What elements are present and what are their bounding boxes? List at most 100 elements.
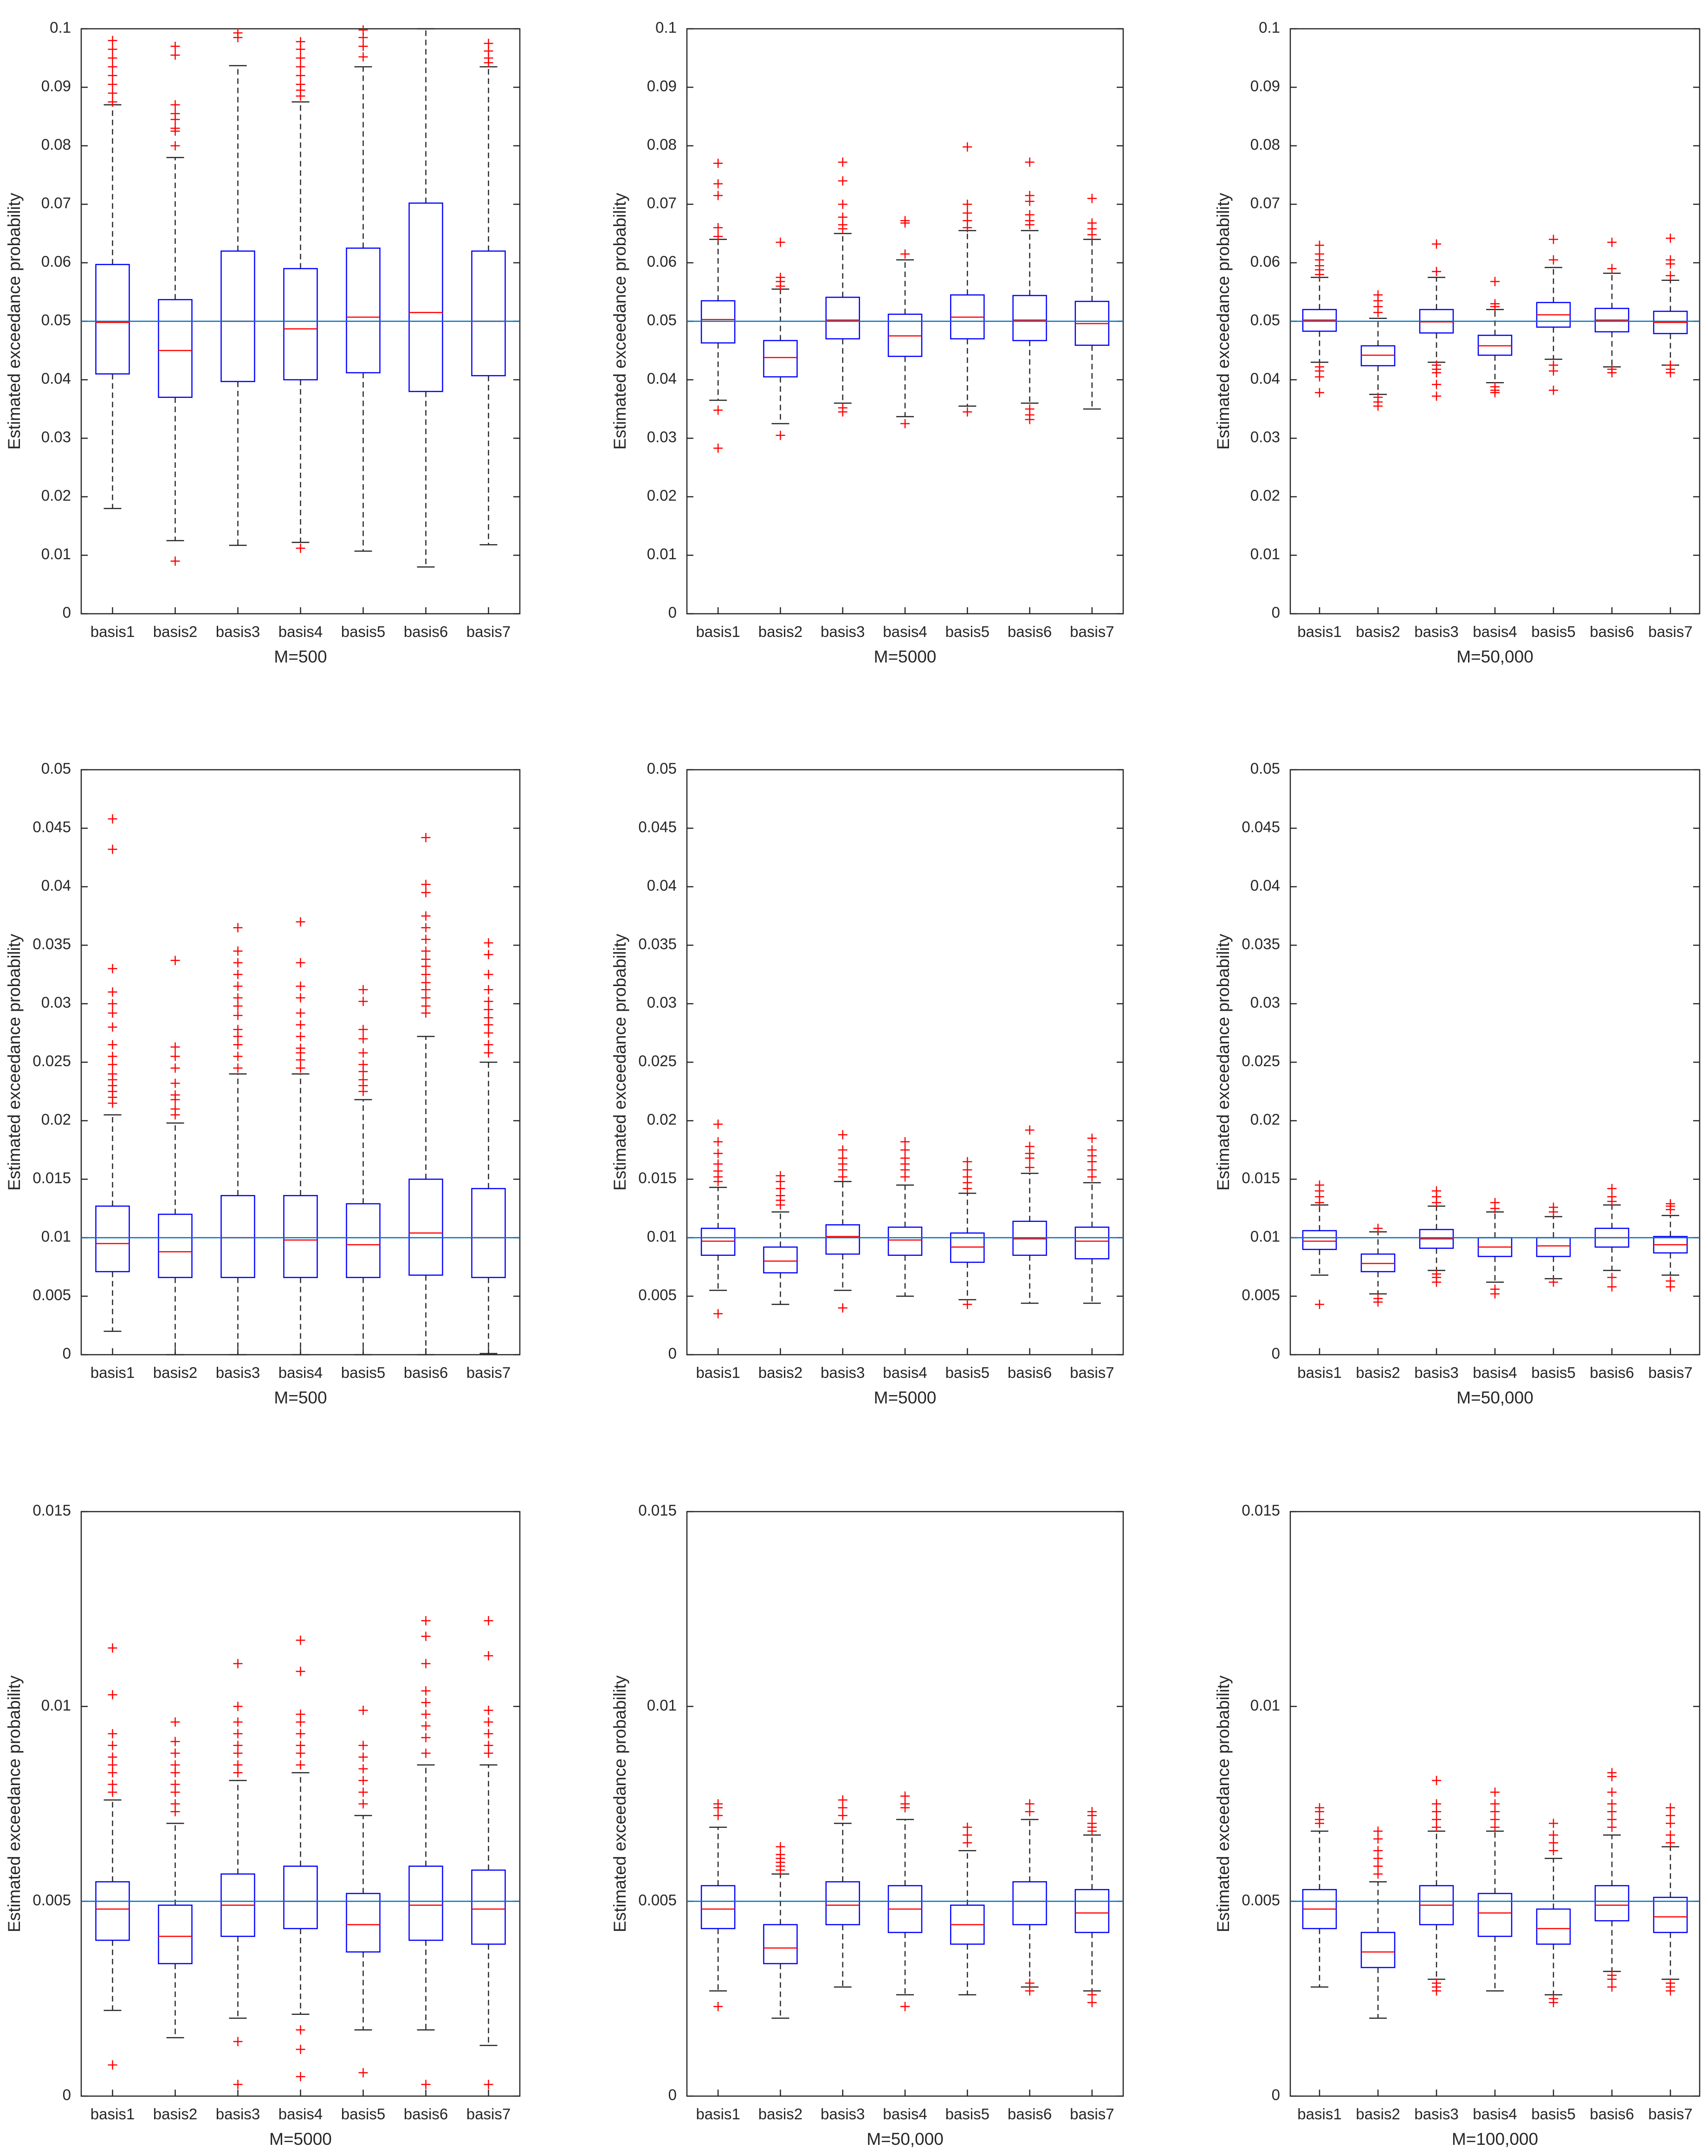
outlier-marker	[838, 1803, 848, 1812]
x-tick-label: basis3	[1414, 623, 1458, 640]
x-tick-label: basis3	[216, 2105, 260, 2123]
y-tick-label: 0.035	[1242, 935, 1280, 953]
outlier-marker	[108, 79, 117, 89]
outlier-marker	[1432, 391, 1441, 401]
y-tick-label: 0.01	[647, 1696, 677, 1714]
chart-panel: 0 0.005 0.01 0.015 basis1 basis2 basis3 basis4 b…	[1214, 1502, 1701, 2149]
y-tick-label: 0.01	[41, 1228, 71, 1245]
outlier-marker	[1373, 392, 1383, 402]
outlier-marker	[484, 1748, 493, 1758]
y-tick-label: 0.015	[1242, 1169, 1280, 1187]
outlier-marker	[1432, 1815, 1441, 1825]
outlier-marker	[170, 556, 180, 566]
outlier-marker	[1087, 1818, 1097, 1828]
outlier-marker	[713, 1119, 723, 1129]
y-tick-label: 0.015	[638, 1502, 677, 1519]
outlier-marker	[358, 1060, 368, 1070]
outlier-marker	[1025, 1807, 1035, 1817]
x-tick-label: basis4	[278, 1364, 323, 1381]
x-axis-label: M=5000	[269, 2130, 332, 2149]
outlier-marker	[1087, 1807, 1097, 1817]
outlier-marker	[233, 1701, 243, 1711]
outlier-marker	[484, 950, 493, 960]
x-tick-label: basis5	[341, 1364, 385, 1381]
box-5	[950, 1157, 985, 1309]
box-4	[887, 216, 923, 429]
outlier-marker	[1549, 1846, 1558, 1856]
outlier-marker	[170, 1717, 180, 1727]
outlier-marker	[233, 2079, 243, 2089]
outlier-marker	[108, 999, 117, 1008]
outlier-marker	[170, 1078, 180, 1088]
box-2	[763, 1842, 798, 2019]
y-tick-label: 0.07	[1250, 195, 1280, 212]
outlier-marker	[108, 1729, 117, 1739]
iqr-box	[346, 1893, 381, 1953]
outlier-marker	[484, 2079, 493, 2089]
outlier-marker	[421, 935, 431, 944]
outlier-marker	[1666, 1276, 1675, 1286]
outlier-marker	[170, 1052, 180, 1061]
outlier-marker	[421, 1698, 431, 1708]
x-tick-label: basis1	[696, 2105, 740, 2123]
outlier-marker	[713, 232, 723, 241]
outlier-marker	[963, 1822, 972, 1832]
y-tick-label: 0.035	[32, 935, 71, 953]
outlier-marker	[1087, 1133, 1097, 1143]
outlier-marker	[108, 1752, 117, 1762]
outlier-marker	[170, 1042, 180, 1052]
iqr-box	[1477, 334, 1513, 356]
x-axis-label: M=5000	[874, 1388, 937, 1407]
outlier-marker	[108, 53, 117, 63]
outlier-marker	[963, 208, 972, 218]
outlier-marker	[296, 993, 305, 1003]
outlier-marker	[108, 987, 117, 997]
x-tick-label: basis5	[945, 623, 990, 640]
box-3	[220, 923, 255, 1356]
outlier-marker	[108, 2060, 117, 2070]
y-tick-label: 0.005	[1242, 1891, 1280, 1909]
outlier-marker	[1025, 1125, 1035, 1135]
y-tick-label: 0.01	[1250, 1228, 1280, 1245]
outlier-marker	[1490, 1799, 1500, 1809]
box-4	[283, 37, 318, 553]
outlier-marker	[1087, 1990, 1097, 2000]
outlier-marker	[358, 2068, 368, 2078]
outlier-marker	[296, 1043, 305, 1053]
iqr-box	[220, 250, 255, 383]
outlier-marker	[713, 405, 723, 415]
outlier-marker	[963, 1299, 972, 1309]
box-1	[1302, 240, 1337, 397]
outlier-marker	[1432, 1776, 1441, 1786]
y-tick-label: 0.045	[1242, 818, 1280, 836]
y-tick-label: 0.02	[647, 1111, 677, 1128]
outlier-marker	[713, 1159, 723, 1169]
outlier-marker	[170, 123, 180, 133]
outlier-marker	[108, 1060, 117, 1070]
outlier-marker	[1490, 277, 1500, 286]
y-tick-label: 0	[1272, 2086, 1280, 2104]
outlier-marker	[108, 97, 117, 107]
y-tick-label: 0	[1272, 1345, 1280, 1362]
outlier-marker	[296, 62, 305, 71]
y-tick-label: 0.02	[1250, 487, 1280, 504]
outlier-marker	[421, 1616, 431, 1626]
y-tick-label: 0.01	[647, 1228, 677, 1245]
outlier-marker	[1315, 1803, 1324, 1812]
outlier-marker	[421, 1733, 431, 1742]
axes-frame	[80, 1511, 521, 2097]
outlier-marker	[1025, 404, 1035, 414]
box-6	[408, 1616, 443, 2089]
outlier-marker	[1607, 237, 1617, 247]
outlier-marker	[713, 223, 723, 233]
outlier-marker	[108, 1760, 117, 1770]
outlier-marker	[170, 41, 180, 51]
box-2	[763, 1171, 798, 1305]
outlier-marker	[296, 71, 305, 80]
outlier-marker	[108, 1779, 117, 1789]
x-tick-label: basis5	[945, 1364, 990, 1381]
x-axis-label: M=50,000	[1456, 647, 1533, 666]
iqr-box	[283, 268, 318, 381]
x-tick-label: basis6	[1008, 623, 1052, 640]
y-axis-label: Estimated exceedance probability	[5, 1675, 24, 1932]
